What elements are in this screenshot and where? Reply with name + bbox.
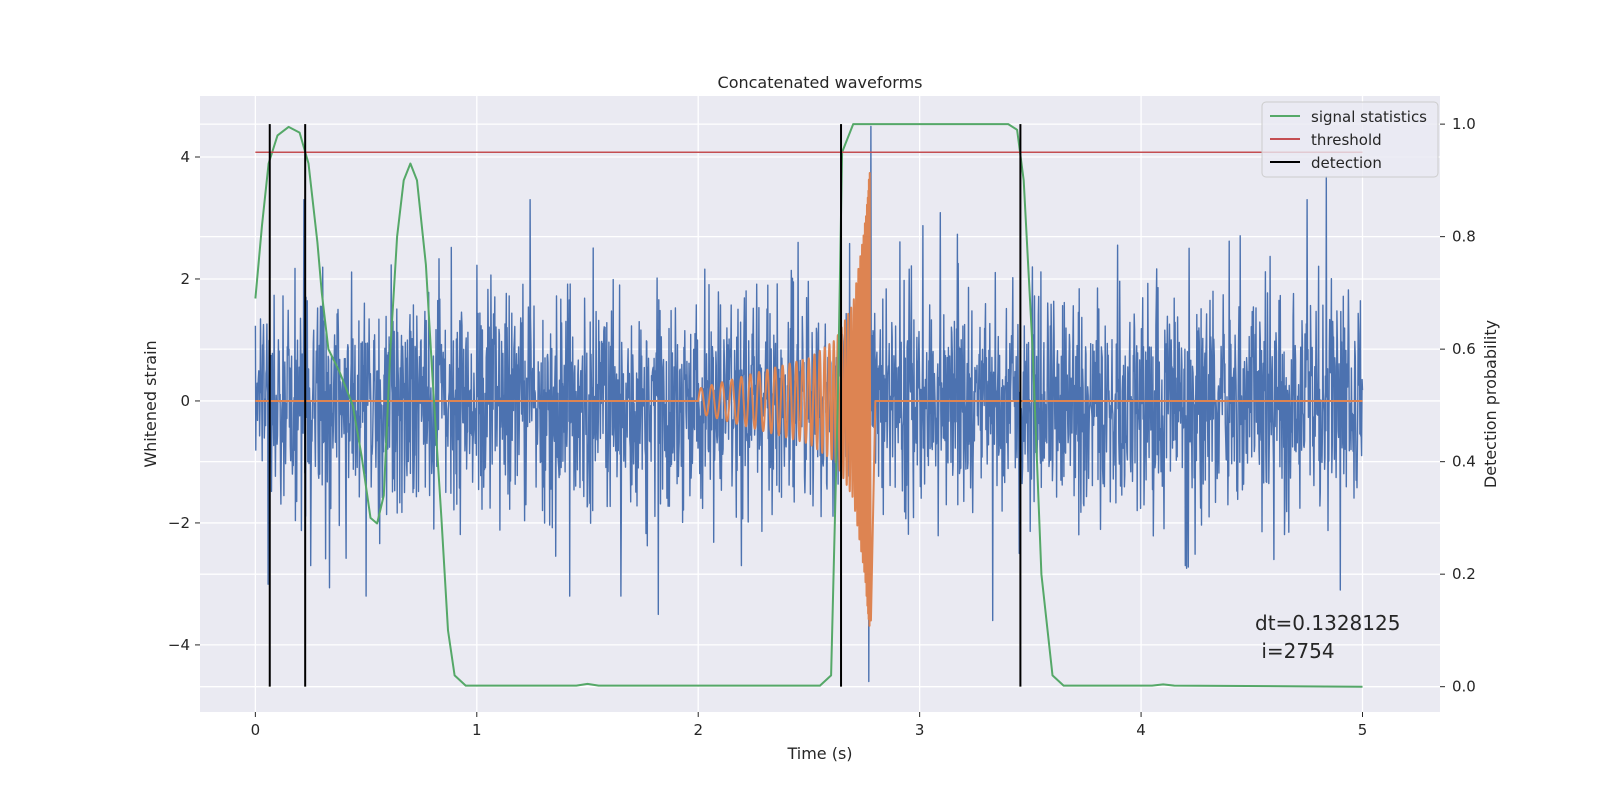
series-detection bbox=[268, 124, 1022, 687]
x-tick-label-4: 4 bbox=[1136, 721, 1146, 739]
y-right-tick-label-2: 0.4 bbox=[1452, 453, 1476, 471]
legend-label-threshold: threshold bbox=[1311, 131, 1382, 149]
chart-title: Concatenated waveforms bbox=[718, 73, 923, 92]
signal-statistics-line bbox=[254, 123, 1363, 688]
x-tick-label-2: 2 bbox=[693, 721, 703, 739]
grid-lines bbox=[200, 96, 1440, 712]
y-left-tick-label-1: −2 bbox=[168, 514, 190, 532]
legend: signal statistics threshold detection bbox=[1261, 101, 1439, 178]
x-tick-label-1: 1 bbox=[472, 721, 482, 739]
x-tick-label-0: 0 bbox=[251, 721, 261, 739]
y-left-tick-label-0: −4 bbox=[168, 636, 190, 654]
y-left-tick-label-3: 2 bbox=[180, 270, 190, 288]
y-right-axis-ticks: 0.0 0.2 0.4 0.6 0.8 1.0 bbox=[1440, 115, 1476, 696]
y-right-tick-label-4: 0.8 bbox=[1452, 228, 1476, 246]
x-axis-label: Time (s) bbox=[786, 744, 852, 763]
legend-frame bbox=[1261, 101, 1439, 178]
strain-line bbox=[254, 125, 1364, 683]
x-tick-label-5: 5 bbox=[1358, 721, 1368, 739]
x-tick-label-3: 3 bbox=[915, 721, 925, 739]
legend-label-detection: detection bbox=[1311, 154, 1382, 172]
annotation-dt: dt=0.1328125 bbox=[1255, 611, 1400, 635]
series-strain bbox=[254, 125, 1364, 683]
x-axis-ticks: 0 1 2 3 4 5 bbox=[251, 712, 1368, 739]
y-left-axis-ticks: −4 −2 0 2 4 bbox=[168, 148, 200, 654]
y-left-tick-label-4: 4 bbox=[180, 148, 190, 166]
y-right-tick-label-1: 0.2 bbox=[1452, 565, 1476, 583]
plot-area bbox=[254, 123, 1364, 688]
legend-label-signal-statistics: signal statistics bbox=[1311, 108, 1427, 126]
y-left-axis-label: Whitened strain bbox=[141, 340, 160, 467]
series-signal-statistics bbox=[254, 123, 1363, 688]
y-right-axis-label: Detection probability bbox=[1481, 320, 1500, 488]
y-right-tick-label-5: 1.0 bbox=[1452, 115, 1476, 133]
y-right-tick-label-3: 0.6 bbox=[1452, 340, 1476, 358]
y-left-tick-label-2: 0 bbox=[180, 392, 190, 410]
y-right-tick-label-0: 0.0 bbox=[1452, 678, 1476, 696]
annotation-index: i=2754 bbox=[1255, 639, 1335, 663]
